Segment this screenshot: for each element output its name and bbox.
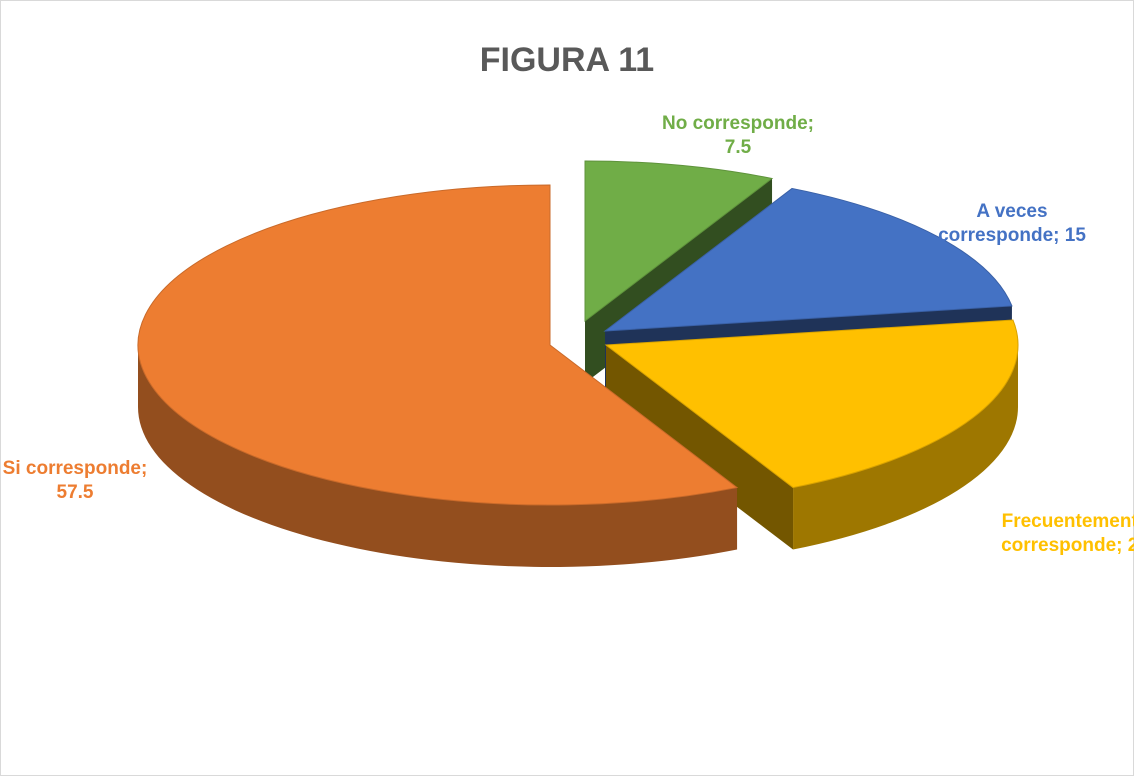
slice bbox=[137, 184, 739, 506]
slice bbox=[604, 319, 1019, 489]
slice bbox=[603, 187, 1013, 332]
slice-side bbox=[138, 345, 738, 567]
slice-side bbox=[793, 345, 1018, 550]
data-label: Frecuentemente corresponde; 20 bbox=[1001, 511, 1134, 556]
slice bbox=[584, 160, 774, 323]
chart-title: FIGURA 11 bbox=[480, 41, 654, 79]
data-label: No corresponde; 7.5 bbox=[661, 113, 815, 158]
slice-cut-face bbox=[606, 345, 794, 550]
data-label: Si corresponde; 57.5 bbox=[2, 458, 148, 503]
data-label: A veces corresponde; 15 bbox=[938, 201, 1086, 246]
